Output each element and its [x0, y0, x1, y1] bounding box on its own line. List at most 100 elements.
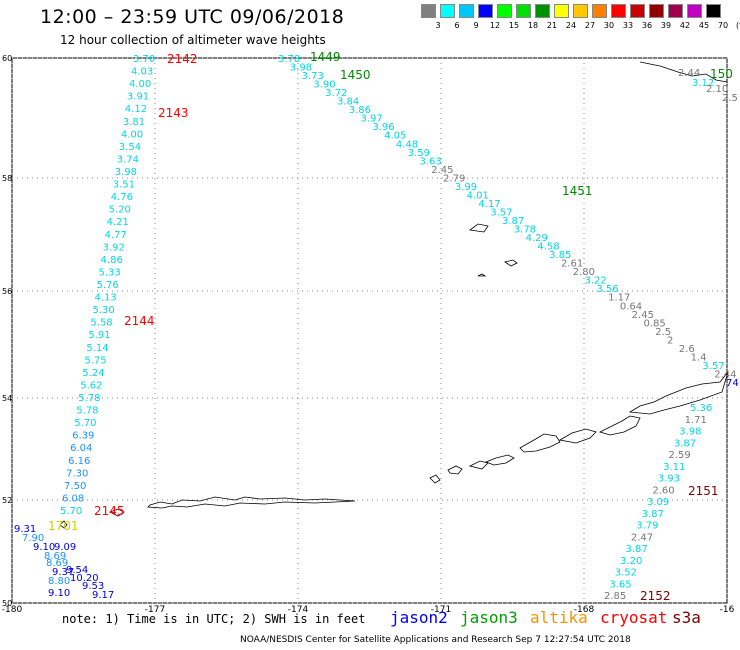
colorbar-label: 42 — [679, 21, 691, 30]
axis-labels: 60 58 56 54 52 50-180 -177 -174 -171 -168 -16 — [2, 54, 735, 615]
legend-jason3: jason3 — [460, 608, 518, 627]
wave-height-label: 7.90 — [22, 533, 44, 544]
wave-height-label: 3.56 — [596, 284, 618, 295]
wave-height-label: 3.87 — [642, 509, 664, 520]
wave-height-label: 3.91 — [127, 92, 149, 103]
graticule — [11, 57, 728, 604]
wave-height-label: 3.90 — [313, 80, 335, 91]
wave-height-label: 3.78 — [514, 225, 536, 236]
wave-height-label: 3.78 — [278, 54, 300, 65]
wave-height-label: 5.78 — [78, 393, 100, 404]
longitude-label: -171 — [431, 605, 451, 615]
colorbar-swatch — [497, 4, 512, 18]
longitude-label: -16 — [720, 605, 735, 615]
wave-height-label: 5.24 — [82, 368, 104, 379]
wave-height-label: 5.62 — [80, 380, 102, 391]
colorbar-label: 24 — [565, 21, 577, 30]
wave-height-label: 5.36 — [690, 403, 712, 414]
colorbar-label: 30 — [603, 21, 615, 30]
page-subtitle: 12 hour collection of altimeter wave hei… — [60, 33, 326, 47]
wave-height-label: 3.12 — [692, 78, 714, 89]
legend-altika: altika — [530, 608, 588, 627]
colorbar-label: 18 — [527, 21, 539, 30]
wave-height-label: 2.47 — [631, 532, 653, 543]
colorbar-label: 27 — [584, 21, 596, 30]
wave-height-label: 4.21 — [107, 217, 129, 228]
wave-height-label: 9.54 — [66, 565, 88, 576]
wave-height-label: 5.33 — [99, 267, 121, 278]
wave-height-label: 3.20 — [620, 556, 642, 567]
wave-height-label: 3.97 — [361, 114, 383, 125]
wave-height-label: 0.64 — [620, 301, 642, 312]
colorbar-swatch — [630, 4, 645, 18]
coastline — [59, 61, 729, 529]
wave-height-label: 2.61 — [561, 259, 583, 270]
wave-height-label: 3.57 — [702, 361, 724, 372]
credit-line: NOAA/NESDIS Center for Satellite Applica… — [240, 635, 631, 645]
longitude-label: -168 — [574, 605, 595, 615]
wave-height-label: 2.10 — [706, 84, 728, 95]
page-title: 12:00 – 23:59 UTC 09/06/2018 — [40, 6, 345, 28]
wave-height-label: 2.44 — [678, 68, 700, 79]
wave-height-label: 3.59 — [408, 148, 430, 159]
wave-height-label: 9.53 — [82, 581, 104, 592]
wave-height-label: 9.17 — [92, 590, 114, 601]
wave-height-label: 5.91 — [88, 330, 110, 341]
latitude-label: 58 — [2, 174, 12, 183]
wave-height-label: 6.04 — [70, 443, 92, 454]
wave-height-label: 2.79 — [443, 173, 465, 184]
wave-height-label: 3.93 — [658, 474, 680, 485]
wave-height-label: 2.5 — [722, 93, 738, 104]
colorbar-swatch — [706, 4, 721, 18]
pass-number-label: 2143 — [158, 106, 189, 120]
wave-height-label: 9.09 — [54, 542, 76, 553]
wave-height-label: 8.69 — [44, 551, 66, 562]
wave-height-label: 3.98 — [115, 167, 137, 178]
pass-number-label: 150 — [710, 67, 733, 81]
colorbar-label: 6 — [454, 21, 460, 30]
pass-number-label: 1450 — [340, 68, 371, 82]
latitude-label: 56 — [2, 287, 12, 296]
latitude-label: 54 — [2, 394, 12, 403]
longitude-label: -174 — [288, 605, 309, 615]
pass-number-label: 1449 — [310, 50, 341, 64]
wave-height-label: 2.5 — [655, 327, 671, 338]
colorbar-label: (ft) — [735, 21, 740, 30]
wave-height-label: 0.85 — [643, 318, 665, 329]
wave-height-label: 5.70 — [60, 506, 82, 517]
wave-height-label: 1.17 — [608, 293, 630, 304]
wave-height-label: 3.96 — [372, 122, 394, 133]
wave-height-label: 2.45 — [431, 165, 453, 176]
wave-height-label: 6.08 — [62, 493, 84, 504]
wave-height-label: 9.10 — [48, 588, 70, 599]
pass-labels: 2142 2143 2144 2145 1449 1450 1451 150 2151 2152 1… — [48, 50, 733, 603]
wave-height-tracks: 3.704.034.003.914.123.814.003.543.743.98… — [14, 54, 739, 602]
pass-number-label: 2144 — [124, 314, 155, 328]
wave-height-label: 3.84 — [337, 97, 359, 108]
wave-height-label: 4.17 — [478, 199, 500, 210]
wave-height-label: 5.70 — [74, 418, 96, 429]
colorbar-swatch — [421, 4, 436, 18]
colorbar-swatch — [459, 4, 474, 18]
pass-number-label: 2152 — [640, 589, 671, 603]
wave-height-label: 4.48 — [396, 139, 418, 150]
wave-height-label: 5.14 — [86, 343, 108, 354]
wave-height-label: 3.73 — [302, 71, 324, 82]
latitude-label: 52 — [2, 496, 12, 505]
wave-height-label: 3.86 — [349, 105, 371, 116]
colorbar-label: 9 — [473, 21, 479, 30]
map-frame — [11, 57, 728, 604]
colorbar-label: 45 — [698, 21, 710, 30]
legend-jason2: jason2 — [390, 608, 448, 627]
wave-height-label: 7.30 — [66, 468, 88, 479]
colorbar-swatch — [687, 4, 702, 18]
wave-height-label: 4.00 — [129, 79, 151, 90]
wave-height-label: 3.98 — [679, 427, 701, 438]
wave-height-label: 3.74 — [117, 154, 139, 165]
footnote: note: 1) Time is in UTC; 2) SWH is in fe… — [62, 612, 366, 626]
colorbar-label: 3 — [435, 21, 441, 30]
wave-height-label: 9.37 — [52, 567, 74, 578]
wave-height-label: 6.39 — [72, 431, 94, 442]
colorbar-label: 39 — [660, 21, 672, 30]
